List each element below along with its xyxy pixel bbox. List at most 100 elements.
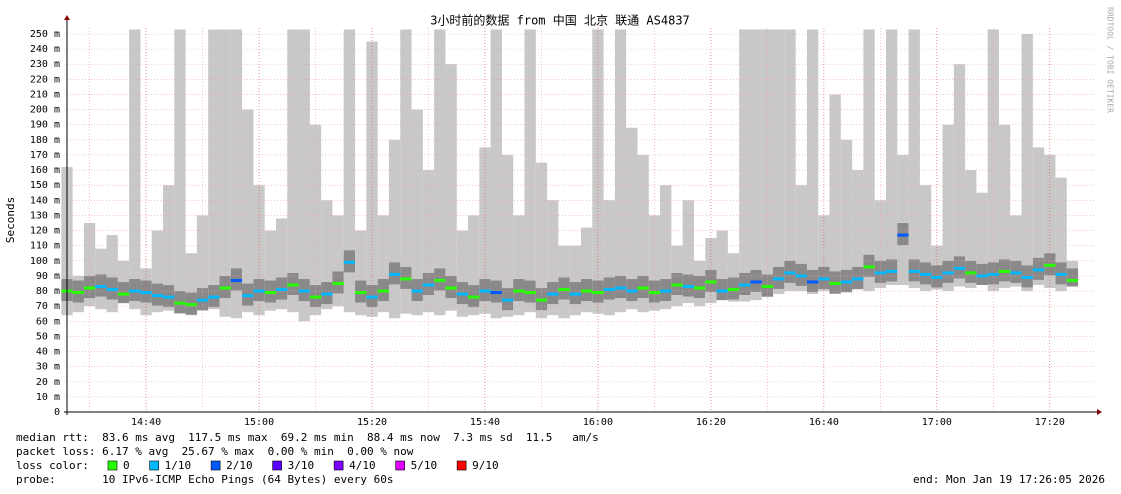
smoke-band bbox=[490, 29, 502, 319]
smoke-band bbox=[117, 260, 130, 304]
y-tick-label: 120 m bbox=[30, 226, 60, 237]
median-mark bbox=[1055, 272, 1067, 276]
loss-legend-title: loss color: bbox=[16, 459, 89, 472]
median-mark bbox=[626, 289, 638, 293]
median-mark bbox=[660, 289, 672, 293]
y-tick-label: 150 m bbox=[30, 180, 60, 191]
legend-swatch bbox=[395, 460, 405, 471]
median-mark bbox=[83, 286, 96, 290]
median-mark bbox=[1044, 263, 1056, 267]
median-mark bbox=[309, 295, 322, 299]
axis-arrow bbox=[1097, 409, 1102, 415]
y-tick-label: 130 m bbox=[30, 210, 60, 221]
median-mark bbox=[264, 291, 276, 295]
stats-line: median rtt: 83.6 ms avg 117.5 ms max 69.… bbox=[16, 431, 599, 444]
smoke-band bbox=[208, 29, 220, 310]
x-tick-label: 16:00 bbox=[583, 417, 613, 428]
smoke-band bbox=[411, 109, 423, 316]
smoke-band bbox=[1044, 154, 1056, 289]
smoke-band bbox=[648, 215, 661, 311]
axis-arrow bbox=[64, 15, 70, 20]
smoke-band bbox=[716, 230, 728, 301]
median-mark bbox=[332, 281, 344, 285]
median-mark bbox=[366, 295, 378, 299]
y-tick-label: 100 m bbox=[30, 256, 60, 267]
median-mark bbox=[840, 280, 853, 284]
smoke-band bbox=[456, 230, 469, 317]
median-mark bbox=[592, 291, 604, 295]
median-mark bbox=[468, 295, 480, 299]
median-mark bbox=[72, 291, 84, 295]
smoke-band bbox=[298, 29, 310, 322]
y-tick-label: 240 m bbox=[30, 44, 60, 55]
y-tick-label: 10 m bbox=[36, 392, 60, 403]
smoke-band bbox=[897, 154, 909, 285]
smoke-band bbox=[581, 227, 593, 313]
smoke-band bbox=[998, 124, 1011, 289]
y-tick-label: 90 m bbox=[36, 271, 60, 282]
median-mark bbox=[614, 286, 627, 290]
smoke-band bbox=[513, 215, 525, 316]
median-mark bbox=[445, 286, 457, 290]
y-tick-label: 110 m bbox=[30, 241, 60, 252]
smoke-band bbox=[886, 29, 898, 285]
smoke-band bbox=[163, 185, 175, 311]
median-mark bbox=[897, 233, 909, 237]
smoke-band bbox=[547, 200, 559, 316]
median-mark bbox=[196, 298, 209, 302]
smoke-band bbox=[637, 154, 649, 313]
median-mark bbox=[208, 295, 220, 299]
legend-swatch bbox=[210, 460, 221, 471]
median-mark bbox=[287, 283, 299, 287]
smoke-band bbox=[106, 235, 118, 313]
watermark: RRDTOOL / TOBI OETIKER bbox=[1106, 7, 1115, 113]
median-mark bbox=[953, 266, 966, 270]
median-mark bbox=[411, 289, 423, 293]
smoke-band bbox=[603, 200, 615, 316]
smoke-band bbox=[309, 124, 322, 316]
smoke-band bbox=[953, 64, 966, 287]
median-mark bbox=[784, 271, 796, 275]
median-mark bbox=[750, 280, 762, 284]
smoke-band bbox=[445, 64, 457, 311]
smoke-band bbox=[242, 109, 254, 313]
y-tick-label: 200 m bbox=[30, 105, 60, 116]
median-mark bbox=[558, 288, 570, 292]
smoke-band bbox=[468, 215, 480, 316]
median-mark bbox=[603, 288, 615, 292]
y-tick-label: 30 m bbox=[36, 362, 60, 373]
x-tick-label: 16:40 bbox=[809, 417, 839, 428]
smoke-band bbox=[614, 29, 627, 313]
median-mark bbox=[806, 280, 819, 284]
median-mark bbox=[230, 278, 243, 282]
smoke-band bbox=[355, 230, 367, 316]
median-mark bbox=[795, 274, 807, 278]
chart-title: 3小时前的数据 from 中国 北京 联通 AS4837 bbox=[430, 13, 690, 28]
median-mark bbox=[479, 289, 491, 293]
legend-swatch bbox=[149, 460, 159, 471]
legend-swatch bbox=[272, 460, 282, 471]
smoke-band bbox=[750, 29, 762, 301]
smoke-band bbox=[976, 192, 988, 285]
median-mark bbox=[490, 291, 502, 295]
median-mark bbox=[829, 281, 841, 285]
smoke-band bbox=[219, 29, 231, 317]
smoke-band bbox=[196, 215, 209, 311]
median-mark bbox=[321, 292, 333, 296]
median-mark bbox=[1021, 275, 1033, 279]
median-mark bbox=[355, 291, 367, 295]
median-mark bbox=[761, 285, 774, 289]
x-tick-label: 16:20 bbox=[696, 417, 726, 428]
smoke-band bbox=[174, 29, 186, 314]
smoke-band bbox=[1010, 215, 1022, 287]
y-tick-label: 60 m bbox=[36, 316, 60, 327]
median-mark bbox=[151, 294, 164, 298]
smoke-band bbox=[275, 218, 288, 310]
median-mark bbox=[117, 292, 130, 296]
median-mark bbox=[637, 286, 649, 290]
y-tick-label: 170 m bbox=[30, 150, 60, 161]
median-mark bbox=[547, 292, 559, 296]
median-mark bbox=[976, 274, 988, 278]
y-axis-label: Seconds bbox=[4, 197, 17, 243]
y-tick-label: 40 m bbox=[36, 347, 60, 358]
